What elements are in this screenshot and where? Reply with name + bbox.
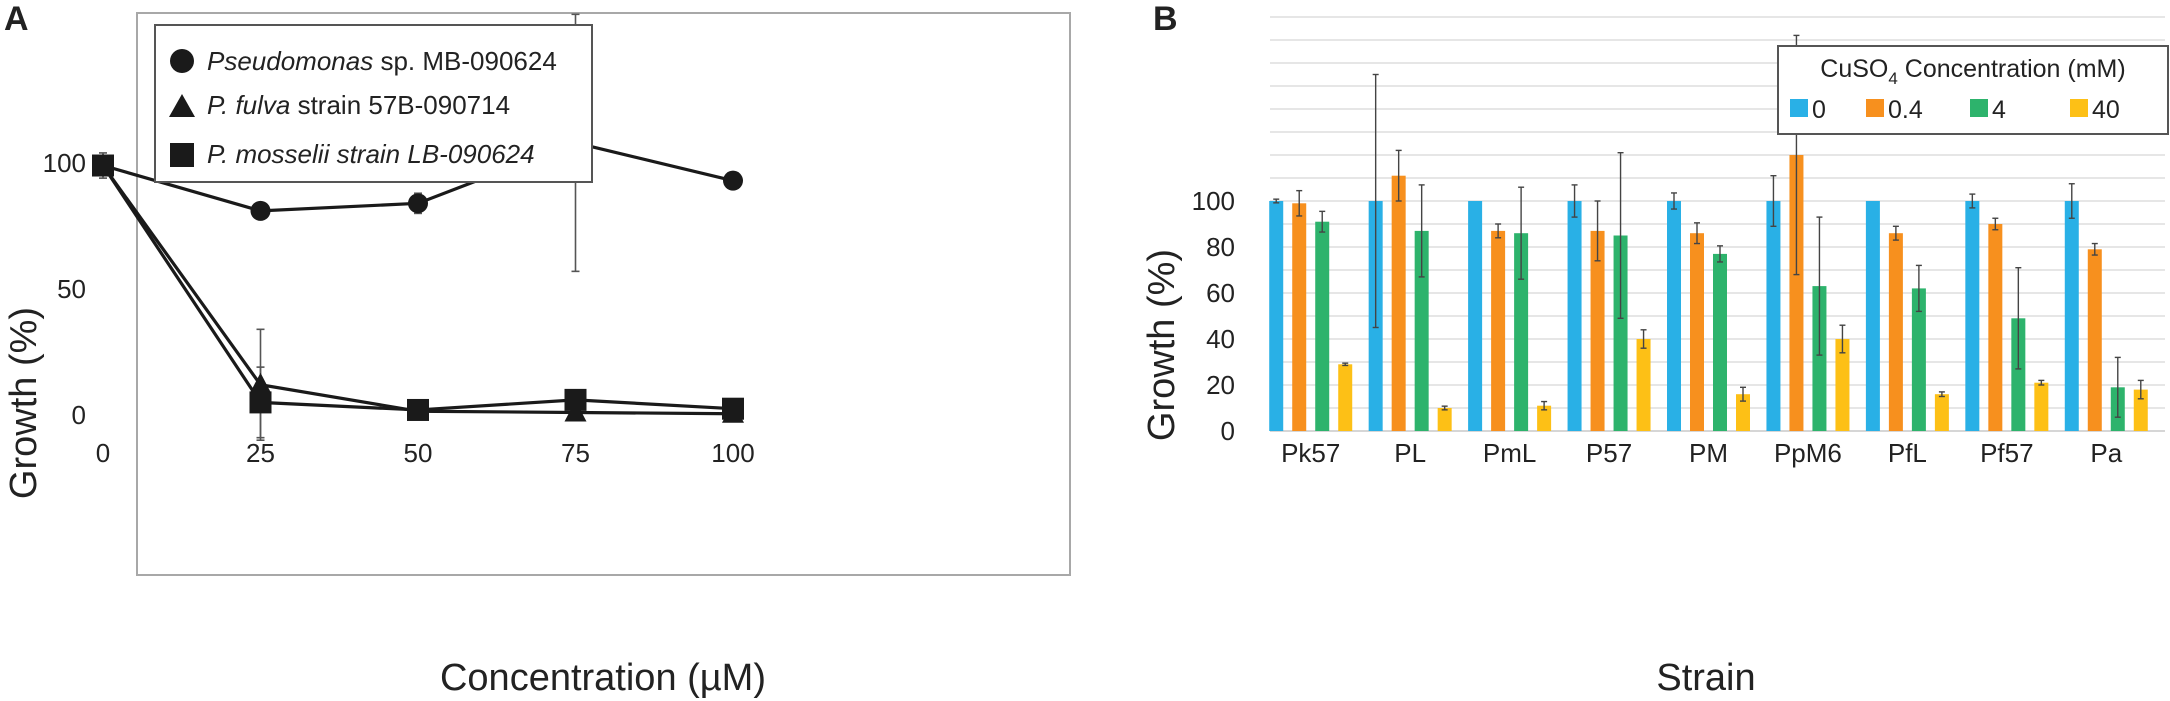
panel-b-legend-label-0: 0 (1812, 96, 1826, 124)
legend-entry-triangle: P. fulva strain 57B-090714 (169, 90, 510, 120)
panel-b-legend-swatch-40 (2070, 99, 2088, 117)
panel-b-bar-Pf57-0 (1965, 201, 1980, 431)
panel-b-x-tick-label: Pa (2090, 438, 2122, 468)
panel-b-bar-PmL-0 (1468, 201, 1483, 431)
panel-b-legend-swatch-0 (1790, 99, 1808, 117)
legend-triangle-marker (169, 94, 195, 117)
panel-b-bar-Pf57-0.4 (1988, 224, 2003, 431)
panel-b-x-tick-label: Pf57 (1980, 438, 2034, 468)
panel-b-legend-box (1777, 45, 2169, 135)
panel-a-x-tick-label: 100 (711, 438, 754, 468)
legend-label-triangle: P. fulva strain 57B-090714 (207, 90, 510, 120)
panel-b-bar-PmL-0.4 (1491, 230, 1506, 431)
panel-b-bar-P57-40 (1636, 339, 1651, 431)
panel-a-y-tick-label: 0 (72, 400, 86, 430)
panel-b-bar-Pa-0 (2064, 201, 2079, 431)
panel-b-x-tick-label: P57 (1586, 438, 1632, 468)
panel-a-point-circle (250, 200, 271, 221)
panel-b-bar-Pf57-4 (2011, 318, 2026, 431)
panel-a-x-tick-label: 0 (96, 438, 110, 468)
panel-b-bar-Pk57-0.4 (1292, 203, 1307, 431)
panel-b-bar-PM-0 (1667, 201, 1681, 431)
panel-b-y-tick-label: 100 (1192, 186, 1235, 216)
panel-b-x-tick-label: Pk57 (1281, 438, 1340, 468)
panel-a-point-square (249, 391, 272, 414)
panel-b-y-tick-label: 60 (1206, 278, 1235, 308)
panel-b-bar-PfL-0 (1865, 201, 1880, 431)
panel-b-bar-P57-4 (1613, 235, 1628, 431)
panel-a-y-tick-label: 50 (57, 274, 86, 304)
panel-b-bar-Pa-0.4 (2087, 249, 2102, 431)
panel-b-y-tick-label: 40 (1206, 324, 1235, 354)
panel-a-point-circle (723, 170, 743, 191)
panel-b-bar-PfL-40 (1934, 394, 1949, 431)
panel-b-bar-PpM6-0 (1766, 201, 1781, 431)
panel-a-x-tick-label: 75 (561, 438, 590, 468)
panel-a-chart: A 0 25 50 75 100 0 50 100 Concentration (µM) Gr… (3, 0, 1071, 699)
panel-b-bar-Pk57-4 (1315, 221, 1330, 431)
panel-b-bar-PL-40 (1437, 408, 1452, 431)
panel-b-legend: CuSO4 Concentration (mM) 0 0.4 4 40 (1777, 45, 2169, 135)
panel-a-x-axis-label: Concentration (µM) (440, 657, 766, 699)
panel-b-bar-PfL-4 (1911, 288, 1926, 431)
legend-square-marker (170, 143, 194, 167)
panel-b-legend-swatch-4 (1970, 99, 1988, 117)
panel-b-bar-PM-40 (1736, 394, 1750, 431)
panel-b-bar-PmL-4 (1514, 233, 1529, 431)
panel-b-bar-PM-4 (1713, 253, 1727, 431)
panel-b-y-tick-label: 0 (1221, 416, 1235, 446)
legend-entry-square: P. mosselii strain LB-090624 (170, 139, 535, 169)
panel-b-legend-label-40: 40 (2092, 96, 2120, 124)
panel-b-bar-PmL-40 (1537, 405, 1552, 431)
panel-b-bar-PpM6-0.4 (1789, 155, 1804, 431)
panel-b-bar-P57-0.4 (1590, 230, 1605, 431)
panel-b-x-axis-label: Strain (1656, 657, 1755, 699)
panel-b-bar-Pk57-0 (1269, 201, 1284, 431)
panel-b-x-tick-label: PmL (1483, 438, 1536, 468)
panel-b-legend-label-4: 4 (1992, 96, 2006, 124)
panel-b-bar-PL-0.4 (1391, 175, 1406, 431)
panel-a-point-triangle (249, 372, 272, 394)
panel-b-label: B (1153, 0, 1178, 38)
panel-b-x-tick-label: PpM6 (1774, 438, 1842, 468)
panel-b-y-tick-label: 80 (1206, 232, 1235, 262)
legend-label-circle: Pseudomonas sp. MB-090624 (207, 46, 557, 76)
panel-b-y-tick-label: 20 (1206, 370, 1235, 400)
panel-b-bar-PpM6-40 (1835, 339, 1850, 431)
panel-a-plot-frame (136, 12, 1071, 576)
panel-a-point-triangle (564, 400, 587, 422)
panel-a-point-square (564, 388, 587, 411)
panel-b-y-axis-label: Growth (%) (1141, 249, 1183, 441)
panel-b-bar-PpM6-4 (1812, 286, 1827, 431)
panel-a-legend: Pseudomonas sp. MB-090624 P. fulva strai… (154, 24, 593, 183)
panel-b-bar-Pk57-40 (1338, 364, 1353, 431)
panel-a-point-square (407, 398, 429, 421)
panel-b-bar-Pa-40 (2133, 389, 2148, 431)
panel-a-point-square (722, 397, 744, 420)
panel-a-y-axis-label: Growth (%) (3, 307, 45, 499)
legend-label-square: P. mosselii strain LB-090624 (207, 139, 535, 169)
legend-circle-marker (170, 49, 194, 73)
panel-b-x-tick-label: PfL (1888, 438, 1927, 468)
panel-a-point-circle (93, 155, 113, 176)
panel-b-x-tick-label: PL (1394, 438, 1426, 468)
panel-a-y-tick-label: 100 (43, 148, 86, 178)
panel-b-bar-PM-0.4 (1690, 233, 1704, 431)
panel-a-point-circle (408, 193, 428, 214)
panel-a-x-tick-label: 25 (246, 438, 275, 468)
legend-entry-circle: Pseudomonas sp. MB-090624 (170, 46, 557, 76)
panel-b-bar-Pf57-40 (2034, 382, 2049, 431)
panel-b-bar-PfL-0.4 (1888, 233, 1903, 431)
panel-a-label: A (4, 0, 29, 38)
panel-b-bar-PL-4 (1414, 230, 1429, 431)
panel-b-legend-swatch-0.4 (1866, 99, 1884, 117)
panel-b-legend-label-0.4: 0.4 (1888, 96, 1923, 124)
panel-a-x-tick-label: 50 (404, 438, 433, 468)
panel-b-bar-P57-0 (1567, 201, 1582, 431)
panel-b-legend-title: CuSO4 Concentration (mM) (1820, 55, 2125, 88)
panel-a-legend-box (154, 24, 593, 183)
panel-b-x-tick-label: PM (1689, 438, 1728, 468)
